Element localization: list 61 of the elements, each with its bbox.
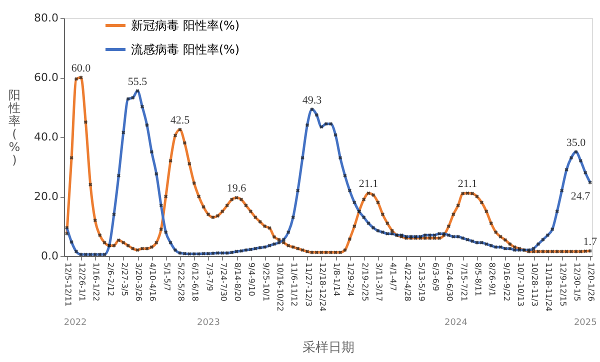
x-tick-label: 1/29-2/4 <box>346 262 356 296</box>
data-label: 24.7 <box>570 190 591 203</box>
x-tick-label: 1/20-1/26 <box>586 262 596 302</box>
x-tick-label: 4/1-4/7 <box>388 262 398 292</box>
x-tick-label: 3/11-3/17 <box>374 262 384 302</box>
y-tick-label: 0.0 <box>41 250 58 262</box>
x-tick-label: 6/3-6/9 <box>431 262 440 292</box>
x-tick-label: 7/3-7/9 <box>204 262 214 292</box>
x-tick-label: 12/30-1/5 <box>572 262 582 302</box>
x-tick-label: 3/20-3/26 <box>134 262 144 302</box>
x-tick-label: 5/13-5/19 <box>416 262 426 302</box>
x-tick-label: 4/10-4/16 <box>148 262 158 302</box>
x-tick-label: 12/9-12/15 <box>558 262 568 306</box>
data-label: 21.1 <box>358 178 378 190</box>
x-tick-label: 10/16-10/22 <box>275 262 284 312</box>
x-tick-label: 4/22-4/28 <box>402 262 412 302</box>
x-tick-label: 12/26-1/1 <box>77 262 86 302</box>
data-label: 1.7 <box>583 236 598 248</box>
data-label: 49.3 <box>302 94 322 106</box>
x-tick-label: 6/24-6/30 <box>445 262 454 302</box>
x-tick-label: 9/25-10/1 <box>261 262 270 302</box>
data-label: 35.0 <box>566 136 586 149</box>
y-tick-label: 60.0 <box>34 71 58 84</box>
x-tick-label: 8/26-9/1 <box>488 262 497 296</box>
x-tick-label: 10/7-10/13 <box>516 262 525 306</box>
x-tick-label: 9/16-9/22 <box>502 262 511 302</box>
data-label: 21.1 <box>458 178 478 190</box>
x-tick-label: 10/28-11/3 <box>530 262 540 306</box>
x-tick-label: 9/4-9/10 <box>247 262 256 296</box>
data-label: 19.6 <box>226 182 247 195</box>
y-axis-title: 阳性率(%) <box>8 88 20 167</box>
x-tick-label: 2/27-3/5 <box>120 262 129 296</box>
text: 2024 <box>444 318 468 328</box>
y-tick-label: 40.0 <box>34 130 58 144</box>
x-tick-label: 2/19-2/25 <box>360 262 370 302</box>
x-tick-label: 12/5-12/11 <box>63 262 72 306</box>
x-tick-label: 11/6-11/12 <box>290 262 299 306</box>
x-tick-label: 5/1-5/7 <box>162 262 172 292</box>
x-tick-label: 5/22-5/28 <box>176 262 186 302</box>
data-label: 55.5 <box>128 76 148 88</box>
x-tick-label: 11/18-11/24 <box>544 262 554 312</box>
legend-label: 流感病毒 阳性率(%) <box>131 42 240 56</box>
x-tick-label: 8/5-8/11 <box>473 262 482 296</box>
x-tick-label: 6/12-6/18 <box>190 262 200 302</box>
text: 2025 <box>574 318 597 328</box>
x-tick-label: 2/6-2/12 <box>106 262 115 296</box>
y-tick-label: 80.0 <box>34 12 58 24</box>
x-tick-label: 11/27-12/3 <box>304 262 313 306</box>
x-axis-title: 采样日期 <box>302 340 354 356</box>
text: 2022 <box>64 318 87 328</box>
x-tick-label: 1/8-1/14 <box>332 262 342 296</box>
data-label: 60.0 <box>71 62 92 74</box>
x-tick-label: 7/15-7/21 <box>459 262 468 302</box>
data-label: 42.5 <box>170 114 190 127</box>
x-tick-label: 8/14-8/20 <box>233 262 242 302</box>
x-tick-label: 1/16-1/22 <box>92 262 101 302</box>
text: 2023 <box>197 318 220 328</box>
x-tick-label: 12/18-12/24 <box>318 262 327 312</box>
x-tick-label: 7/24-7/30 <box>218 262 228 302</box>
legend-label: 新冠病毒 阳性率(%) <box>131 18 240 32</box>
y-tick-label: 20.0 <box>34 190 58 203</box>
